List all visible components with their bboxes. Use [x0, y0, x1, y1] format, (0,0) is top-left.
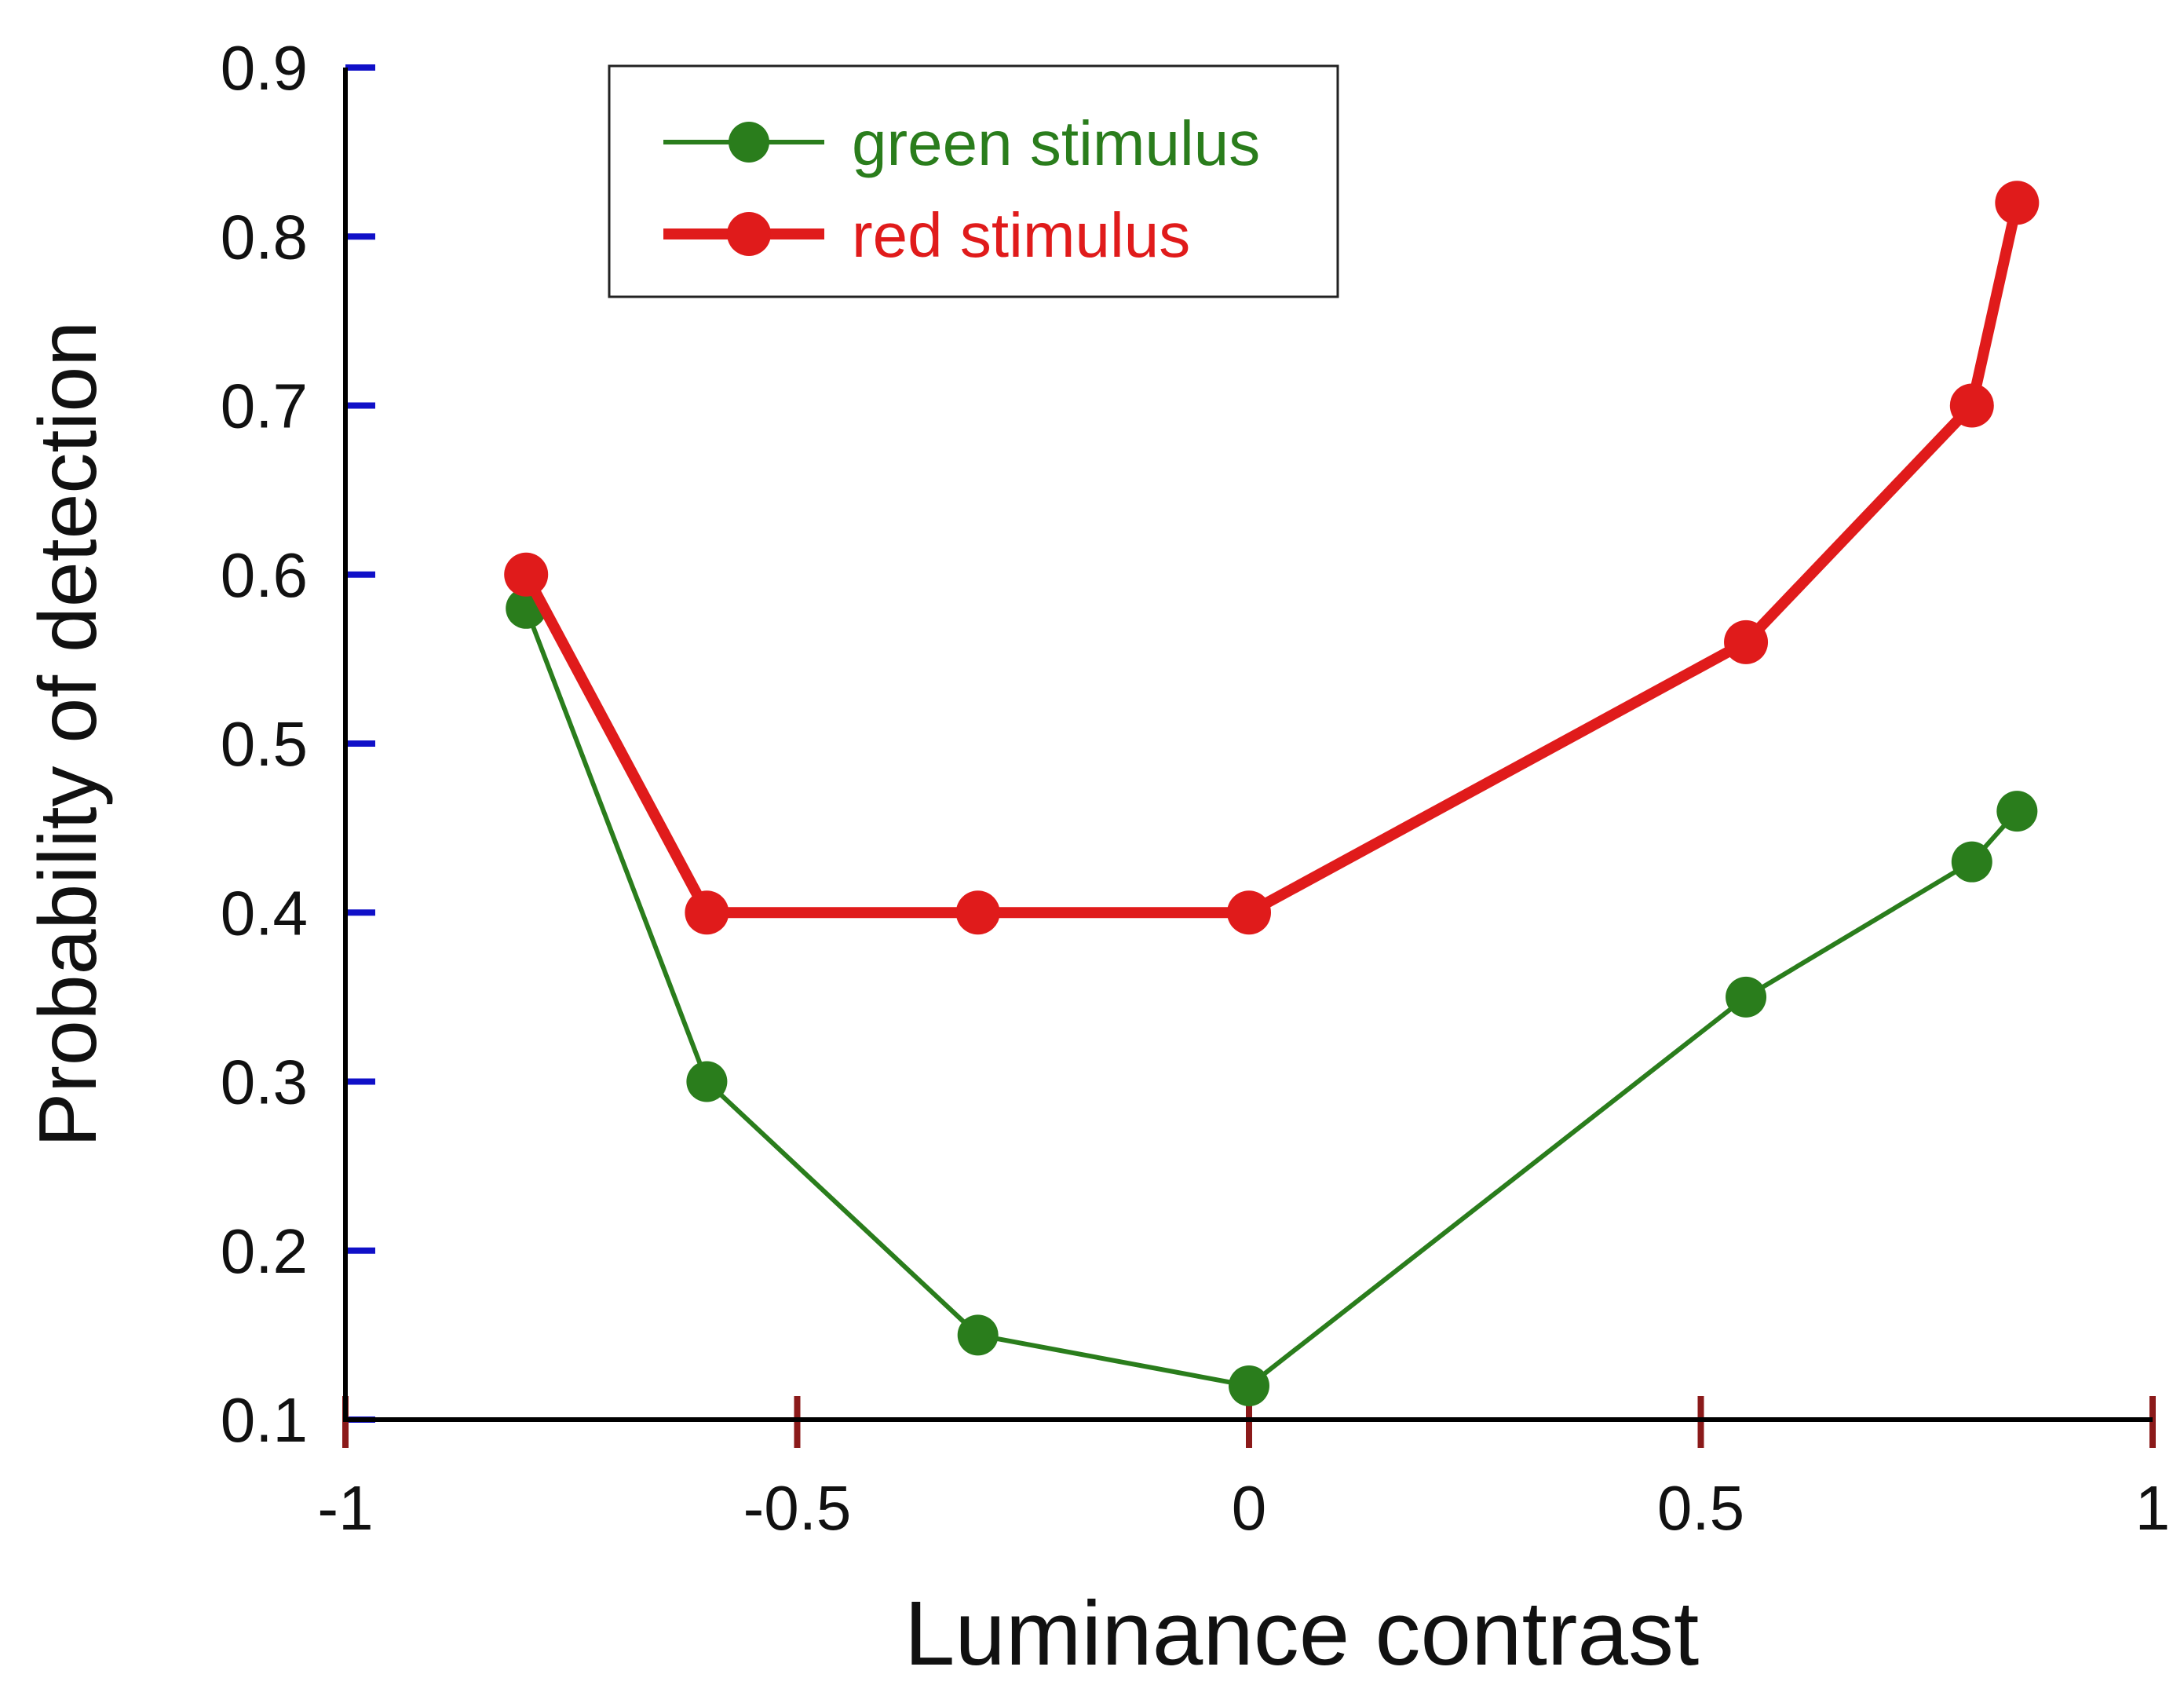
legend-red-label: red stimulus [852, 200, 1190, 270]
data-point [1726, 976, 1767, 1018]
x-tick-label: 0.5 [1657, 1473, 1744, 1543]
data-point [686, 1061, 728, 1102]
legend-red-marker [727, 212, 771, 256]
data-point [685, 890, 729, 935]
data-point [1995, 181, 2040, 225]
x-tick-label: 0 [1232, 1473, 1267, 1543]
x-axis-label: Luminance contrast [904, 1582, 1699, 1684]
data-point [1227, 890, 1271, 935]
legend: green stimulus red stimulus [608, 64, 1339, 298]
data-point [1949, 383, 1994, 428]
data-point [955, 890, 1000, 935]
y-tick-label: 0.3 [221, 1047, 308, 1117]
y-tick-label: 0.5 [221, 709, 308, 779]
legend-green-marker [729, 122, 769, 163]
series-line [521, 201, 2023, 919]
y-tick-label: 0.6 [221, 540, 308, 610]
y-axis-ticks: 0.1 0.2 0.3 0.4 0.5 0.6 0.7 0.8 0.9 [221, 33, 375, 1455]
legend-green-label: green stimulus [852, 108, 1260, 178]
y-tick-label: 0.1 [221, 1385, 308, 1455]
y-tick-label: 0.9 [221, 33, 308, 103]
data-point [1996, 791, 2038, 832]
data-point [1229, 1365, 1269, 1406]
data-point [957, 1314, 999, 1356]
y-tick-label: 0.4 [221, 878, 308, 948]
data-point [1724, 620, 1769, 664]
y-tick-label: 0.7 [221, 371, 308, 441]
series-layer [504, 181, 2040, 1406]
y-tick-label: 0.2 [221, 1216, 308, 1286]
y-tick-label: 0.8 [221, 202, 308, 272]
data-point [504, 552, 549, 597]
data-point [1951, 841, 1992, 883]
x-tick-label: -1 [317, 1473, 373, 1543]
x-tick-label: 1 [2135, 1473, 2171, 1543]
x-tick-label: -0.5 [743, 1473, 852, 1543]
x-axis-ticks: -1 -0.5 0 0.5 1 [317, 1396, 2170, 1543]
legend-box [608, 64, 1339, 298]
y-axis-label: Probability of detection [23, 321, 114, 1147]
series-line [524, 607, 2019, 1388]
